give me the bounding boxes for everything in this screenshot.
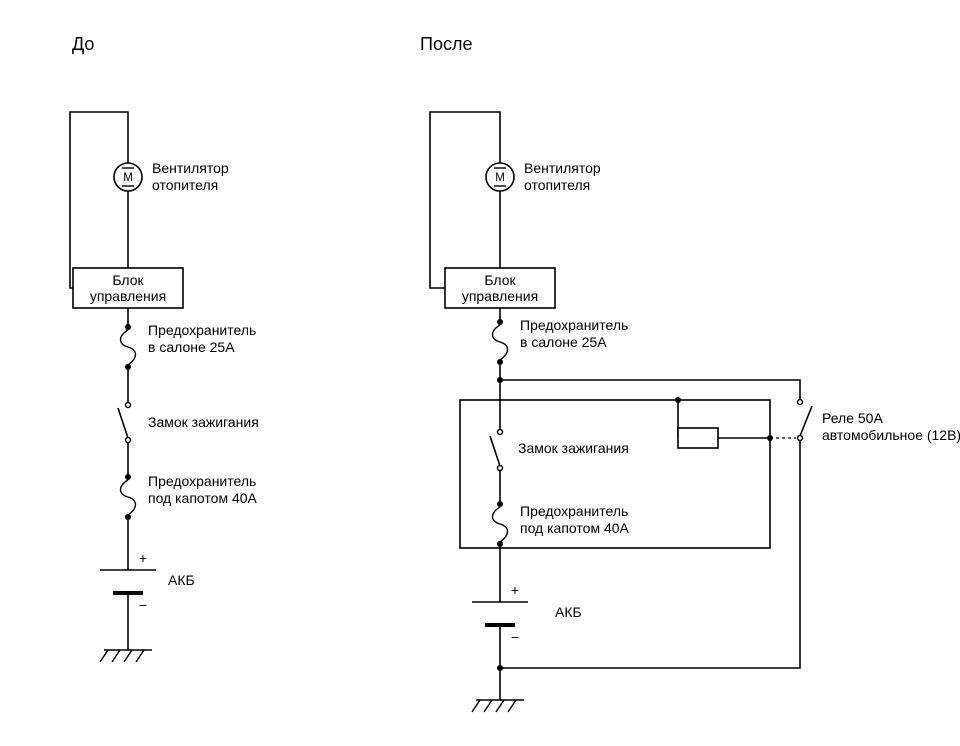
right-block-l1: Блок [484, 272, 516, 288]
left-batt-plus: + [139, 550, 147, 566]
right-bus [430, 112, 500, 288]
right-fuse-cabin-icon [493, 325, 508, 360]
left-block-l1: Блок [112, 272, 144, 288]
right-batt-label: АКБ [555, 604, 582, 620]
left-fuse-hood-icon [121, 480, 136, 515]
right-fuse40-l2: под капотом 40А [520, 520, 630, 536]
right-relay-contact-icon [800, 406, 812, 436]
schematic: До M Вентилятор отопителя Блок управлени… [0, 0, 960, 746]
left-batt-minus: − [139, 597, 147, 613]
left-motor-label1: Вентилятор [152, 160, 229, 176]
right-motor-label2: отопителя [524, 177, 590, 193]
right-relay-l2: автомобильное (12В) [822, 427, 960, 443]
left-bus [70, 112, 128, 288]
right-motor-symbol: M [495, 172, 505, 184]
right-fuse25-l2: в салоне 25А [520, 334, 607, 350]
left-motor-label2: отопителя [152, 177, 218, 193]
right-title: После [420, 34, 472, 54]
left-fuse-cabin-icon [121, 330, 136, 365]
left-fuse40-l1: Предохранитель [148, 473, 256, 489]
left-batt-label: АКБ [168, 572, 195, 588]
right-relay-coil-icon [678, 428, 718, 448]
right-circuit: После M Вентилятор отопителя Блок управл… [420, 34, 960, 712]
left-title: До [72, 34, 94, 54]
left-ignition-label: Замок зажигания [148, 414, 259, 430]
right-fuse40-l1: Предохранитель [520, 503, 628, 519]
left-fuse40-l2: под капотом 40А [148, 490, 258, 506]
right-motor-label1: Вентилятор [524, 160, 601, 176]
right-fuse25-l1: Предохранитель [520, 317, 628, 333]
left-circuit: До M Вентилятор отопителя Блок управлени… [70, 34, 259, 662]
left-block-l2: управления [90, 288, 166, 304]
left-ignition-icon [118, 408, 128, 438]
right-ignition-label: Замок зажигания [518, 440, 629, 456]
right-relay-l1: Реле 50A [822, 410, 883, 426]
left-fuse25-l2: в салоне 25А [148, 339, 235, 355]
left-fuse25-l1: Предохранитель [148, 322, 256, 338]
right-tap-to-relay [500, 380, 800, 400]
right-batt-minus: − [511, 629, 519, 645]
left-motor-symbol: M [123, 172, 133, 184]
right-block-l2: управления [462, 288, 538, 304]
right-batt-plus: + [511, 582, 519, 598]
